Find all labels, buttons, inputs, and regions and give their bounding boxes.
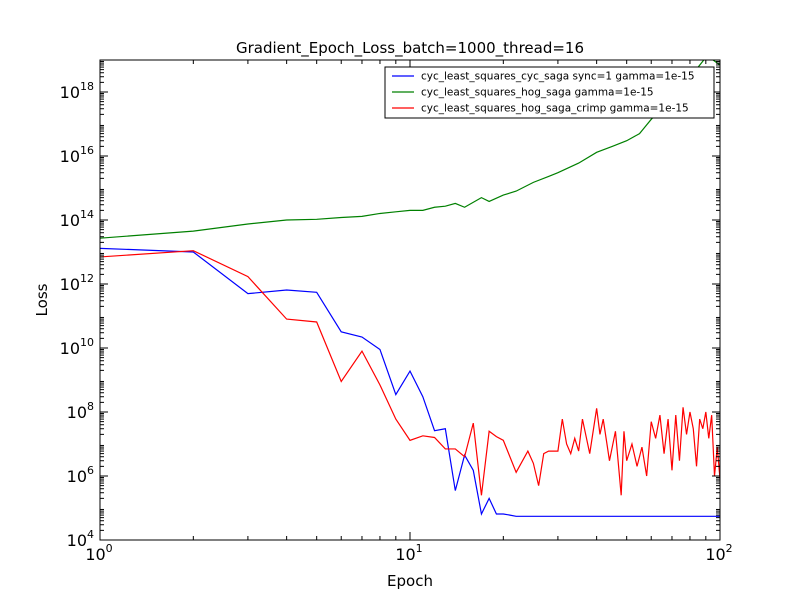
x-tick-label: 101 <box>395 542 422 564</box>
legend-label-2: cyc_least_squares_hog_saga gamma=1e-15 <box>421 87 654 99</box>
x-tick-label: 100 <box>85 542 112 564</box>
x-tick-label: 102 <box>705 542 732 564</box>
series-line-1 <box>100 248 720 516</box>
y-tick-label: 1012 <box>60 272 94 294</box>
x-axis-label: Epoch <box>387 572 433 590</box>
legend-label-1: cyc_least_squares_cyc_saga sync=1 gamma=… <box>421 71 695 83</box>
y-tick-label: 108 <box>67 400 94 422</box>
y-tick-label: 1018 <box>60 80 94 102</box>
legend-label-3: cyc_least_squares_hog_saga_crimp gamma=1… <box>421 103 689 115</box>
y-tick-label: 1014 <box>60 208 94 230</box>
chart-title: Gradient_Epoch_Loss_batch=1000_thread=16 <box>236 39 584 58</box>
y-tick-label: 1016 <box>60 144 94 166</box>
y-tick-label: 1010 <box>60 336 94 358</box>
series-line-3 <box>100 251 720 496</box>
plot-frame <box>100 60 720 540</box>
y-axis-label: Loss <box>33 283 51 316</box>
legend: cyc_least_squares_cyc_saga sync=1 gamma=… <box>385 67 714 118</box>
y-tick-label: 106 <box>67 464 94 486</box>
